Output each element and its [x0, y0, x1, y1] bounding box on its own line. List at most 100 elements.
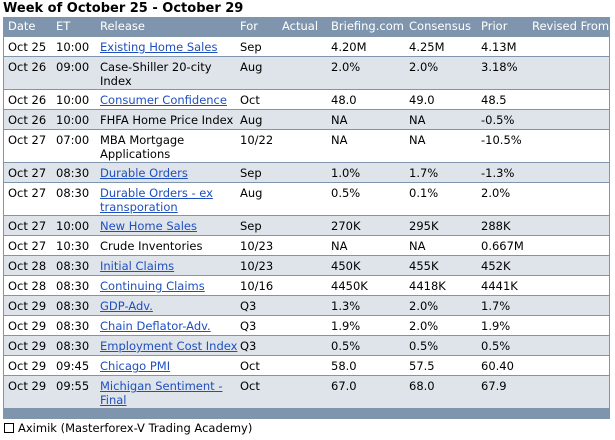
release-link[interactable]: Chain Deflator-Adv. — [100, 319, 211, 333]
row-consensus: 68.0 — [409, 379, 435, 393]
release-link[interactable]: Michigan Sentiment - Final — [100, 379, 223, 407]
row-period: Q3 — [240, 339, 257, 353]
row-date: Oct 29 — [8, 299, 47, 313]
table-row: Oct 28 08:30 Initial Claims 10/23 450K 455K 45… — [4, 256, 609, 275]
col-header-release: Release — [100, 19, 145, 33]
row-prior: 1.7% — [481, 299, 511, 313]
release-link[interactable]: GDP-Adv. — [100, 299, 153, 313]
row-period: Oct — [240, 359, 260, 373]
row-time: 08:30 — [56, 319, 90, 333]
row-prior: 4.13M — [481, 40, 517, 54]
release-link[interactable]: Consumer Confidence — [100, 93, 227, 107]
row-release: Case-Shiller 20-city Index — [100, 60, 212, 88]
table-row: Oct 27 10:00 New Home Sales Sep 270K 295K 288K — [4, 216, 609, 235]
row-briefing: NA — [331, 133, 348, 147]
row-release: Employment Cost Index — [100, 339, 240, 353]
row-date: Oct 27 — [8, 166, 47, 180]
row-prior: 4441K — [481, 279, 518, 293]
row-date: Oct 29 — [8, 339, 47, 353]
row-consensus: 2.0% — [409, 60, 439, 74]
row-release: Initial Claims — [100, 259, 240, 273]
release-link[interactable]: Existing Home Sales — [100, 40, 218, 54]
row-release: Michigan Sentiment - Final — [100, 379, 240, 407]
release-link[interactable]: New Home Sales — [100, 219, 197, 233]
row-consensus: 4.25M — [409, 40, 445, 54]
row-date: Oct 26 — [8, 93, 47, 107]
row-prior: 452K — [481, 259, 511, 273]
table-row: Oct 29 09:55 Michigan Sentiment - Final Oct… — [4, 376, 609, 408]
row-period: Sep — [240, 40, 262, 54]
col-header-briefing: Briefing.com — [331, 19, 404, 33]
table-row: Oct 25 10:00 Existing Home Sales Sep 4.20M 4.… — [4, 37, 609, 56]
row-time: 08:30 — [56, 279, 90, 293]
row-time: 10:00 — [56, 40, 90, 54]
release-link[interactable]: Durable Orders - ex transporation — [100, 186, 213, 214]
row-briefing: 0.5% — [331, 186, 361, 200]
row-release: Durable Orders — [100, 166, 240, 180]
row-time: 10:00 — [56, 219, 90, 233]
row-time: 08:30 — [56, 339, 90, 353]
footer-text: Aximik (Masterforex-V Trading Academy) — [18, 421, 253, 435]
table-row: Oct 27 08:30 Durable Orders Sep 1.0% 1.7% -1.3… — [4, 163, 609, 182]
row-release: FHFA Home Price Index — [100, 113, 234, 127]
row-consensus: 2.0% — [409, 319, 439, 333]
row-release: Crude Inventories — [100, 239, 203, 253]
row-consensus: 455K — [409, 259, 439, 273]
row-release: Existing Home Sales — [100, 40, 240, 54]
row-consensus: 0.1% — [409, 186, 439, 200]
row-time: 10:00 — [56, 93, 90, 107]
row-release: Chain Deflator-Adv. — [100, 319, 240, 333]
row-prior: 1.9% — [481, 319, 511, 333]
release-link[interactable]: Durable Orders — [100, 166, 188, 180]
table-row: Oct 26 09:00 Case-Shiller 20-city Index Aug… — [4, 57, 609, 89]
row-release: GDP-Adv. — [100, 299, 240, 313]
col-header-consensus: Consensus — [409, 19, 471, 33]
release-link[interactable]: Initial Claims — [100, 259, 175, 273]
row-period: Aug — [240, 113, 263, 127]
col-header-for: For — [240, 19, 258, 33]
table-row: Oct 26 10:00 Consumer Confidence Oct 48.0 49.… — [4, 90, 609, 109]
table-row: Oct 28 08:30 Continuing Claims 10/16 4450K 44… — [4, 276, 609, 295]
table-row: Oct 26 10:00 FHFA Home Price Index Aug NA NA -… — [4, 110, 609, 129]
row-consensus: NA — [409, 113, 426, 127]
table-row: Oct 29 08:30 Chain Deflator-Adv. Q3 1.9% 2.0%… — [4, 316, 609, 335]
row-period: 10/16 — [240, 279, 274, 293]
row-prior: 48.5 — [481, 93, 507, 107]
row-briefing: 48.0 — [331, 93, 357, 107]
row-date: Oct 26 — [8, 60, 47, 74]
col-header-et: ET — [56, 19, 71, 33]
row-briefing: 450K — [331, 259, 361, 273]
release-link[interactable]: Continuing Claims — [100, 279, 205, 293]
row-date: Oct 26 — [8, 113, 47, 127]
checkbox-icon — [4, 423, 14, 433]
row-time: 09:45 — [56, 359, 90, 373]
col-header-date: Date — [8, 19, 36, 33]
release-link[interactable]: Chicago PMI — [100, 359, 171, 373]
row-consensus: 2.0% — [409, 299, 439, 313]
table-header: Date ET Release For Actual Briefing.com … — [3, 17, 610, 36]
row-briefing: 4450K — [331, 279, 368, 293]
row-period: Q3 — [240, 319, 257, 333]
row-consensus: NA — [409, 239, 426, 253]
row-period: 10/23 — [240, 259, 274, 273]
row-release: New Home Sales — [100, 219, 240, 233]
row-release: Consumer Confidence — [100, 93, 240, 107]
row-prior: 60.40 — [481, 359, 514, 373]
row-time: 08:30 — [56, 166, 90, 180]
row-prior: 288K — [481, 219, 511, 233]
row-period: 10/22 — [240, 133, 274, 147]
table-row: Oct 29 09:45 Chicago PMI Oct 58.0 57.5 60.40 — [4, 356, 609, 375]
release-link[interactable]: Employment Cost Index — [100, 339, 238, 353]
row-consensus: 295K — [409, 219, 439, 233]
row-date: Oct 25 — [8, 40, 47, 54]
row-consensus: 0.5% — [409, 339, 439, 353]
col-header-actual: Actual — [282, 19, 319, 33]
table-row: Oct 29 08:30 GDP-Adv. Q3 1.3% 2.0% 1.7% — [4, 296, 609, 315]
row-period: Sep — [240, 166, 262, 180]
row-briefing: 4.20M — [331, 40, 367, 54]
row-time: 09:00 — [56, 60, 90, 74]
row-period: Aug — [240, 186, 263, 200]
row-briefing: 1.9% — [331, 319, 361, 333]
row-prior: -10.5% — [481, 133, 522, 147]
row-period: Aug — [240, 60, 263, 74]
